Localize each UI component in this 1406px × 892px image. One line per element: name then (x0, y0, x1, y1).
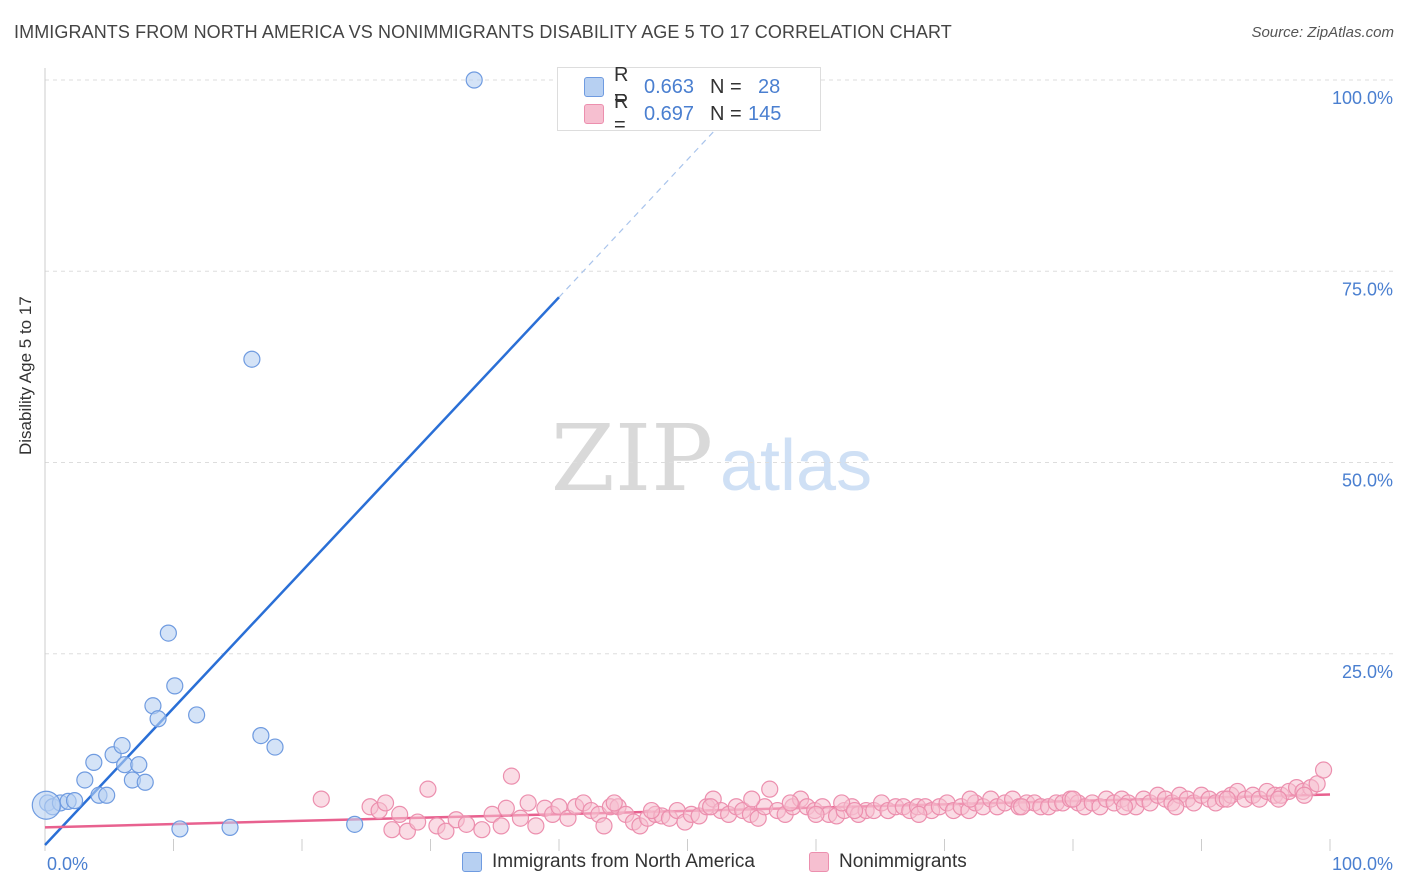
point-nonimmigrants (702, 798, 720, 816)
point-nonimmigrants (1167, 798, 1185, 816)
blue-swatch (462, 852, 482, 872)
point-nonimmigrants (519, 794, 537, 812)
point-immigrants (130, 756, 148, 774)
point-nonimmigrants (910, 805, 928, 824)
pink-swatch (809, 852, 829, 872)
watermark-zip: ZIP (551, 405, 713, 512)
point-nonimmigrants (781, 794, 799, 812)
trend-line-immigrants (44, 296, 560, 846)
point-nonimmigrants (550, 798, 568, 816)
point-immigrants (465, 71, 483, 89)
grid (45, 79, 1395, 655)
y-tick-label: 100.0% (1332, 88, 1393, 108)
point-immigrants (65, 792, 84, 810)
point-nonimmigrants (492, 817, 510, 835)
point-immigrants (346, 815, 364, 833)
point-immigrants (221, 818, 239, 837)
point-immigrants (159, 624, 177, 642)
n-label: N = (710, 102, 742, 125)
point-nonimmigrants (383, 821, 401, 839)
point-nonimmigrants (595, 817, 613, 835)
point-immigrants (136, 773, 154, 791)
y-tick-label: 25.0% (1342, 662, 1393, 682)
r-value: 0.663 (644, 75, 695, 98)
point-nonimmigrants (483, 805, 501, 824)
point-nonimmigrants (391, 805, 409, 824)
y-axis-label: Disability Age 5 to 17 (16, 296, 35, 455)
tick-labels: 25.0% 50.0% 75.0% 100.0% 0.0% 100.0% (47, 88, 1393, 874)
y-tick-label: 75.0% (1342, 279, 1393, 299)
r-label: R = (614, 64, 629, 109)
point-nonimmigrants (502, 767, 521, 785)
watermark-atlas: atlas (720, 426, 872, 506)
point-nonimmigrants (1115, 798, 1134, 816)
point-immigrants (166, 677, 184, 695)
pink-swatch (584, 104, 604, 124)
point-immigrants (149, 710, 167, 728)
point-immigrants (252, 727, 270, 745)
source-label[interactable]: Source: ZipAtlas.com (1251, 24, 1394, 41)
point-nonimmigrants (807, 805, 825, 824)
data-points (31, 71, 1333, 840)
point-immigrants (188, 706, 206, 724)
point-immigrants (171, 820, 189, 838)
point-nonimmigrants (527, 817, 545, 835)
legend-row-immigrants: R = 0.663 N = 28 (584, 64, 781, 109)
x-tick-label: 0.0% (47, 854, 88, 874)
point-nonimmigrants (376, 794, 395, 812)
n-label: N = (710, 75, 742, 98)
point-nonimmigrants (473, 821, 491, 839)
point-immigrants (266, 738, 284, 756)
point-nonimmigrants (312, 790, 330, 808)
point-nonimmigrants (1269, 790, 1288, 808)
n-value: 145 (748, 102, 782, 125)
r-label: R = (614, 91, 629, 136)
point-nonimmigrants (1308, 775, 1326, 793)
point-nonimmigrants (409, 813, 427, 831)
correlation-legend: R = 0.663 N = 28 R = 0.697 N = 145 (557, 64, 821, 136)
point-immigrants (243, 350, 261, 368)
point-nonimmigrants (457, 815, 476, 833)
legend-label: Immigrants from North America (492, 851, 755, 872)
point-immigrants (76, 771, 94, 789)
point-nonimmigrants (642, 801, 661, 820)
point-nonimmigrants (1295, 786, 1313, 804)
point-nonimmigrants (437, 822, 455, 840)
legend-row-nonimmigrants: R = 0.697 N = 145 (584, 91, 782, 136)
point-immigrants (31, 790, 61, 820)
point-nonimmigrants (419, 780, 437, 798)
point-nonimmigrants (511, 809, 530, 827)
point-nonimmigrants (845, 801, 864, 820)
point-nonimmigrants (1218, 790, 1236, 808)
point-nonimmigrants (833, 794, 851, 812)
point-immigrants (85, 753, 103, 771)
r-value: 0.697 (644, 102, 695, 125)
legend-item-immigrants[interactable]: Immigrants from North America (462, 851, 755, 873)
blue-swatch (584, 77, 604, 97)
x-tick-label: 100.0% (1332, 854, 1393, 874)
point-nonimmigrants (961, 790, 979, 808)
point-nonimmigrants (743, 790, 761, 808)
point-nonimmigrants (605, 794, 623, 812)
point-nonimmigrants (1314, 761, 1333, 779)
legend-label: Nonimmigrants (839, 851, 967, 872)
watermark: ZIP atlas (551, 405, 872, 512)
y-tick-label: 50.0% (1342, 471, 1393, 491)
point-immigrants (113, 736, 131, 755)
legend-item-nonimmigrants[interactable]: Nonimmigrants (809, 851, 967, 873)
chart-title: IMMIGRANTS FROM NORTH AMERICA VS NONIMMI… (14, 22, 952, 42)
point-nonimmigrants (497, 799, 515, 817)
n-value: 28 (758, 75, 781, 98)
point-nonimmigrants (1012, 798, 1031, 816)
point-nonimmigrants (761, 780, 779, 798)
point-immigrants (98, 786, 116, 804)
axes (44, 68, 1331, 851)
point-nonimmigrants (1064, 790, 1082, 808)
series-legend: Immigrants from North America Nonimmigra… (0, 851, 1406, 877)
